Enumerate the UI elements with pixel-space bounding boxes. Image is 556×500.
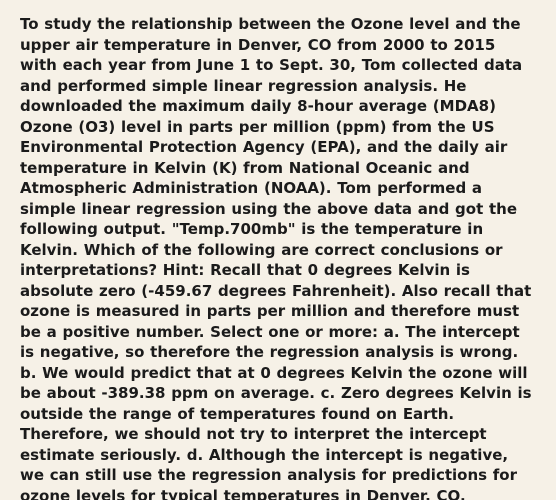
page: To study the relationship between the Oz… — [0, 0, 556, 500]
question-text: To study the relationship between the Oz… — [20, 14, 534, 500]
